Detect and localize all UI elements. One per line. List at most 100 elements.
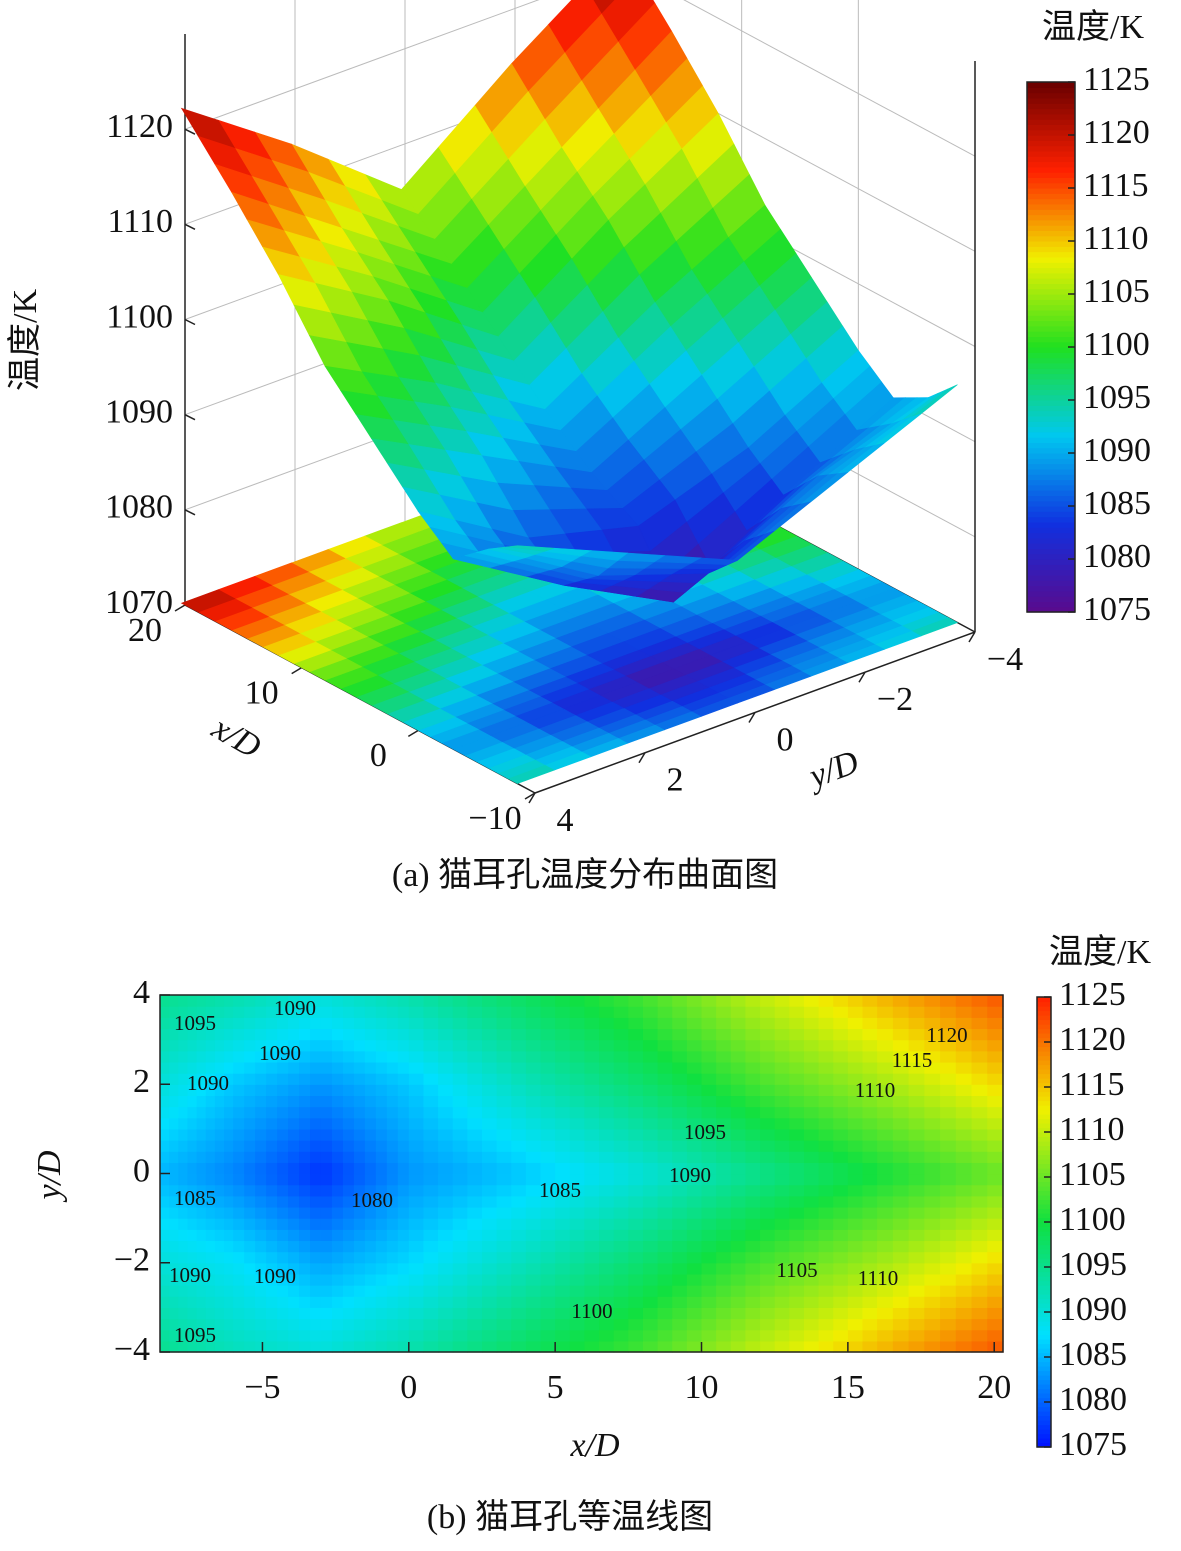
contour-cell (224, 1329, 234, 1342)
contour-cell (657, 1318, 673, 1331)
contour-cell (924, 1273, 941, 1286)
colorbar-cell (1037, 1069, 1051, 1075)
contour-cell (178, 1128, 189, 1141)
contour-cell (818, 1296, 834, 1308)
contour-cell (745, 1017, 761, 1030)
colorbar-cell (1027, 188, 1075, 194)
contour-cell (569, 1329, 586, 1342)
contour-cell (196, 1128, 207, 1141)
colorbar-cell (1027, 331, 1075, 337)
contour-cell (408, 1050, 425, 1063)
contour-cell (364, 1318, 377, 1331)
contour-cell (496, 1140, 512, 1152)
contour-cell (255, 1117, 267, 1130)
contour-cell (224, 1285, 234, 1297)
contour-cell (908, 1017, 925, 1030)
contour-cell (701, 1128, 717, 1141)
contour-cell (511, 1240, 527, 1253)
contour-cell (924, 1151, 941, 1163)
contour-cell (672, 1173, 688, 1186)
contour-cell (266, 1206, 278, 1219)
contour-cell (672, 1318, 688, 1331)
contour-cell (540, 1039, 556, 1052)
contour-cell (233, 1151, 245, 1163)
contour-cell (214, 1106, 225, 1119)
contour-cell (511, 1128, 527, 1141)
contour-cell (540, 1307, 556, 1320)
contour-cell (833, 995, 849, 1007)
contour-cell (233, 1084, 245, 1097)
colorbar-cell (1027, 320, 1075, 327)
contour-cell (745, 1151, 761, 1163)
contour-cell (642, 1039, 659, 1052)
contour-cell (628, 1229, 644, 1242)
contour-cell (789, 1084, 805, 1097)
contour-cell (496, 1240, 512, 1253)
contour-cell (255, 1285, 267, 1297)
colorbar-cell (1027, 421, 1075, 428)
contour-cell (187, 1262, 198, 1275)
contour-cell (320, 1318, 333, 1331)
contour-cell (730, 1151, 747, 1163)
contour-cell (701, 1061, 717, 1074)
contour-cell (584, 1061, 600, 1074)
contour-cell (877, 1117, 894, 1130)
colorbar-cell (1027, 198, 1075, 205)
contour-cell (716, 1095, 732, 1108)
contour-cell (452, 1140, 468, 1152)
contour-cell (940, 1329, 957, 1342)
contour-cell (310, 1273, 322, 1286)
contour-cell (971, 1095, 988, 1108)
contour-cell (364, 1206, 377, 1219)
contour-cell (320, 1340, 333, 1353)
contour-cell (511, 1296, 527, 1308)
contour-cell (375, 1262, 388, 1275)
contour-cell (187, 1106, 198, 1119)
contour-cell (672, 1117, 688, 1130)
contour-cell (525, 1106, 542, 1119)
contour-cell (386, 1173, 399, 1186)
contour-cell (511, 1084, 527, 1097)
contour-cell (862, 1318, 878, 1331)
contour-cell (540, 1084, 556, 1097)
contour-cell (288, 1273, 300, 1286)
contour-cell (353, 1307, 366, 1320)
contour-cell (397, 1117, 410, 1130)
contour-cell (971, 995, 988, 1007)
contour-cell (555, 1229, 571, 1242)
contour-cell (745, 1050, 761, 1063)
contour-cell (924, 1117, 941, 1130)
contour-cell (862, 1340, 878, 1353)
contour-cell (386, 1307, 399, 1320)
contour-cell (196, 1329, 207, 1342)
contour-cell (701, 1151, 717, 1163)
contour-cell (214, 1340, 225, 1353)
contour-cell (266, 1028, 278, 1041)
contour-cell (320, 1095, 333, 1108)
contour-cell (672, 1285, 688, 1297)
contour-cell (169, 1106, 179, 1119)
contour-cell (540, 1285, 556, 1297)
contour-cell (584, 1050, 600, 1063)
contour-cell (971, 1273, 988, 1286)
contour-cell (342, 1061, 355, 1074)
colorbar-cell (1037, 1411, 1051, 1417)
colorbar-cell (1027, 453, 1075, 459)
contour-cell (266, 1285, 278, 1297)
contour-cell (353, 995, 366, 1007)
contour-cell (169, 1206, 179, 1219)
contour-cell (196, 1039, 207, 1052)
contour-cell (423, 1273, 439, 1286)
contour-cell (353, 1318, 366, 1331)
contour-cell (672, 995, 688, 1007)
contour-cell (496, 1151, 512, 1163)
contour-cell (310, 1251, 322, 1264)
contour-cell (224, 995, 234, 1007)
contour-cell (642, 1195, 659, 1208)
contour-cell (205, 1229, 216, 1242)
contour-cell (342, 1318, 355, 1331)
contour-cell (481, 1206, 498, 1219)
contour-cell (847, 1117, 864, 1130)
contour-cell (657, 1017, 673, 1030)
contour-cell (310, 1296, 322, 1308)
